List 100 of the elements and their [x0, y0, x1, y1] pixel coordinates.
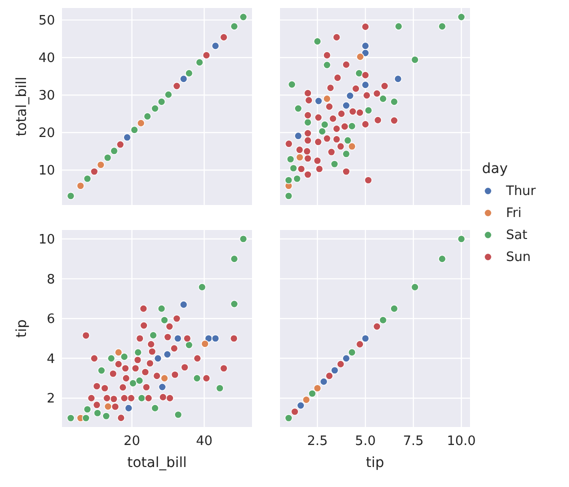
- point: [284, 176, 293, 184]
- point: [361, 42, 370, 50]
- point: [330, 366, 339, 374]
- point: [230, 22, 238, 30]
- point: [183, 334, 192, 342]
- x-axis-title: total_bill: [127, 455, 187, 471]
- point: [118, 383, 127, 392]
- point: [166, 322, 174, 330]
- point: [102, 412, 110, 420]
- point: [457, 13, 466, 21]
- point: [286, 155, 295, 164]
- point: [315, 164, 324, 173]
- point: [96, 160, 105, 169]
- point: [104, 154, 112, 162]
- point: [230, 334, 238, 342]
- point: [149, 331, 158, 340]
- point: [164, 90, 172, 99]
- point: [314, 114, 322, 122]
- point: [142, 383, 150, 392]
- point: [323, 51, 331, 60]
- point: [344, 136, 352, 144]
- point: [320, 378, 328, 386]
- point: [148, 348, 156, 356]
- point: [336, 142, 345, 150]
- point: [323, 61, 331, 69]
- point: [111, 402, 120, 411]
- y-tick-label: 10: [38, 164, 55, 179]
- point: [284, 414, 293, 422]
- point: [362, 91, 371, 100]
- point: [170, 344, 178, 352]
- point: [107, 354, 116, 362]
- x-tick-label: 20: [124, 434, 140, 449]
- point: [110, 146, 118, 155]
- point: [337, 110, 346, 118]
- point: [160, 374, 168, 382]
- point: [132, 364, 140, 372]
- point: [130, 126, 138, 134]
- point: [356, 52, 364, 61]
- point: [123, 133, 132, 142]
- point: [290, 408, 299, 416]
- point: [172, 82, 181, 90]
- y-tick-label: 50: [38, 14, 55, 29]
- point: [296, 402, 305, 410]
- point: [294, 104, 302, 112]
- point: [172, 314, 181, 323]
- point: [202, 51, 210, 60]
- y-axis-title: total_bill: [14, 76, 30, 136]
- point: [82, 414, 90, 422]
- y-tick-label: 20: [38, 126, 55, 142]
- point: [90, 354, 98, 362]
- y-tick-label: 6: [46, 312, 55, 328]
- point: [348, 142, 356, 150]
- point: [66, 192, 75, 200]
- point: [296, 146, 304, 154]
- point: [361, 80, 370, 89]
- point: [374, 116, 382, 124]
- point: [372, 322, 381, 330]
- point: [296, 153, 304, 162]
- point: [313, 37, 322, 46]
- point: [390, 98, 398, 106]
- point: [327, 148, 336, 156]
- point: [76, 182, 84, 190]
- point: [159, 393, 167, 402]
- point: [332, 124, 341, 133]
- point: [220, 364, 228, 372]
- legend-label: Fri: [506, 206, 522, 221]
- point: [342, 150, 350, 158]
- point: [92, 400, 101, 409]
- point: [364, 176, 372, 184]
- point: [297, 164, 306, 173]
- point: [163, 350, 172, 358]
- point: [147, 340, 156, 348]
- point: [180, 363, 189, 372]
- point: [326, 84, 334, 92]
- point: [334, 74, 342, 82]
- point: [304, 89, 312, 98]
- point: [352, 84, 360, 93]
- point: [164, 333, 172, 342]
- point: [288, 80, 296, 88]
- legend-label: Sun: [506, 250, 531, 265]
- point: [361, 71, 370, 80]
- point: [302, 396, 310, 404]
- point: [82, 331, 90, 340]
- point: [198, 283, 206, 292]
- point: [116, 140, 124, 149]
- point: [90, 168, 98, 176]
- point: [196, 58, 204, 66]
- point: [136, 334, 144, 342]
- point: [120, 394, 128, 402]
- point: [239, 13, 248, 21]
- point: [122, 374, 130, 382]
- point: [193, 354, 202, 362]
- point: [193, 374, 201, 382]
- point: [346, 92, 354, 100]
- x-axis-title: tip: [366, 455, 384, 471]
- x-tick-label: 40: [196, 434, 213, 449]
- point: [151, 404, 160, 412]
- point: [390, 116, 398, 125]
- point: [304, 111, 312, 120]
- point: [134, 348, 142, 356]
